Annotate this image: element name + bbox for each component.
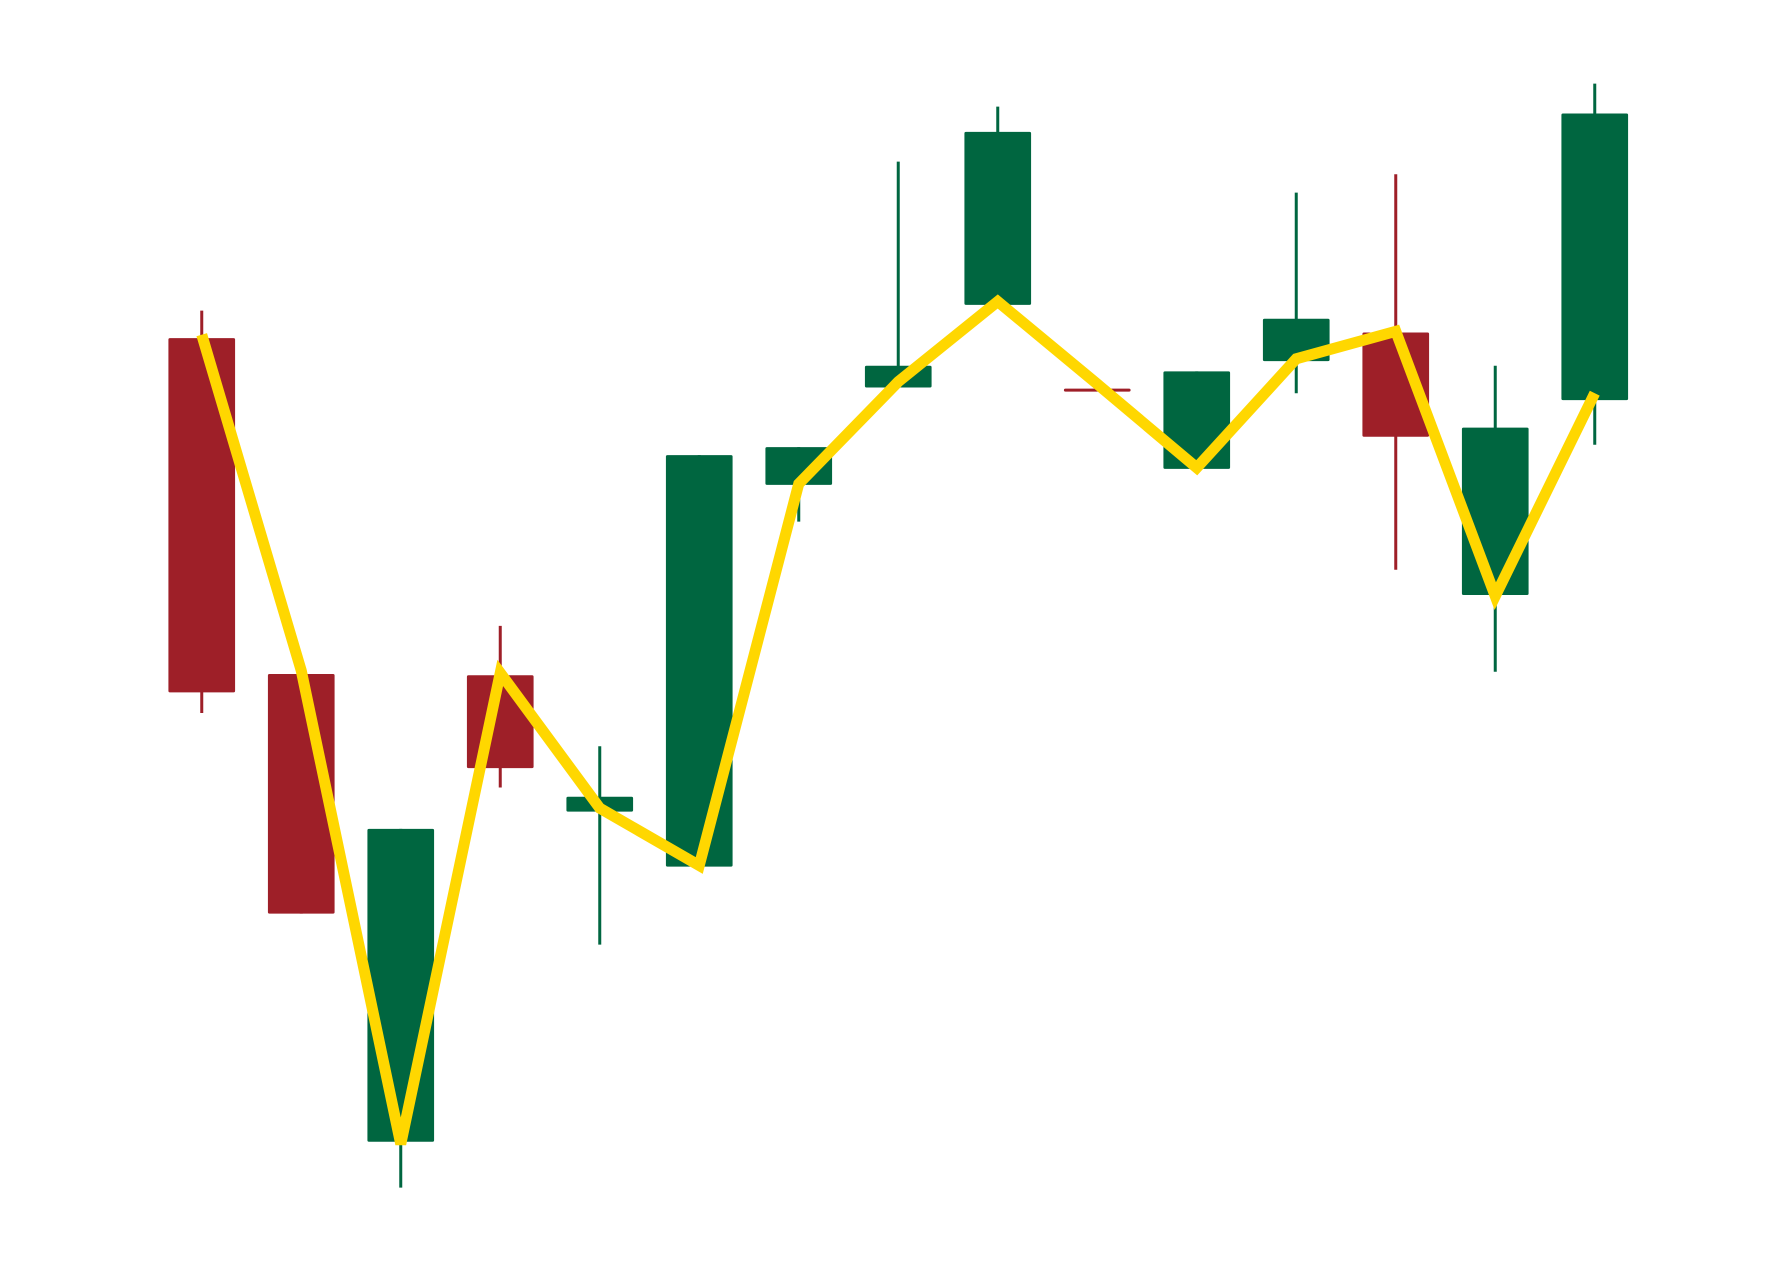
candle-body bbox=[1461, 427, 1529, 595]
candle-body bbox=[765, 447, 833, 485]
candle-body bbox=[1362, 332, 1430, 437]
candle-body bbox=[367, 828, 435, 1142]
candle-body bbox=[168, 338, 236, 693]
candle-body bbox=[964, 131, 1032, 305]
trend-line bbox=[196, 294, 1600, 1146]
candle-body bbox=[665, 455, 733, 867]
candle-body bbox=[1561, 113, 1629, 401]
